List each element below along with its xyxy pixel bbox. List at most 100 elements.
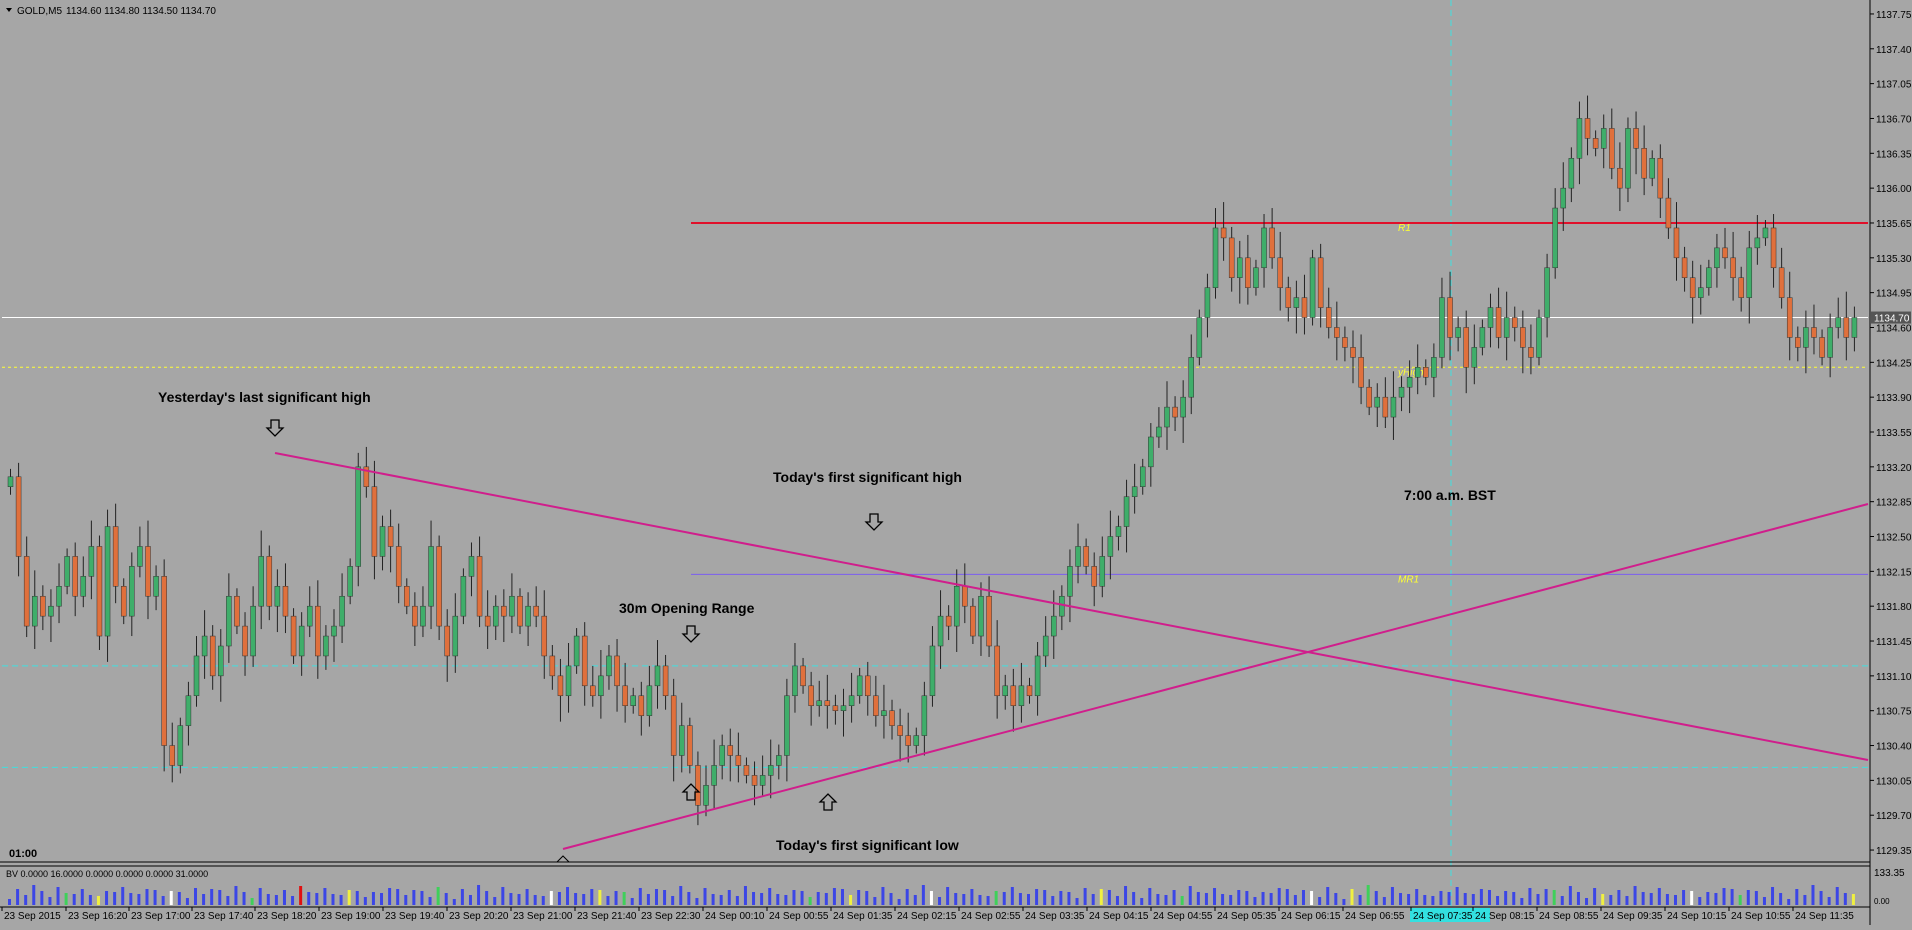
candle [145, 520, 151, 620]
volume-bar [1657, 888, 1661, 905]
candle [32, 570, 38, 649]
candle-body [1261, 227, 1267, 269]
x-tick-label: 24 Sep 10:15 [1667, 911, 1727, 922]
candle-body [759, 775, 766, 786]
candle-body [1609, 128, 1615, 169]
volume-bar [1423, 895, 1427, 905]
volume-bar [1827, 897, 1831, 905]
candle [412, 592, 418, 646]
candle-body [371, 486, 378, 557]
candle-body [1495, 307, 1502, 338]
candle-body [1067, 566, 1073, 597]
volume-bar [493, 897, 497, 905]
volume-bar [291, 896, 295, 905]
volume-bar [1746, 890, 1750, 905]
volume-bar [48, 897, 52, 905]
candle-body [638, 695, 645, 716]
candle-body [1350, 347, 1356, 358]
candle [282, 563, 289, 634]
candle [331, 609, 337, 662]
candle-body [315, 605, 321, 657]
volume-bar [315, 893, 319, 905]
volume-bar [1172, 890, 1176, 905]
y-tick-label: 1131.10 [1876, 672, 1912, 683]
candle-body [1156, 426, 1162, 438]
candle [905, 712, 911, 763]
candle-body [177, 725, 184, 766]
candle-body [654, 665, 661, 687]
candle [15, 462, 22, 577]
candle-body [953, 586, 960, 627]
candle-body [525, 605, 531, 627]
candle-body [881, 710, 887, 716]
up-arrow-icon [818, 793, 838, 811]
candle [622, 662, 628, 723]
volume-bar [533, 895, 537, 905]
candle [606, 645, 612, 690]
candle [1439, 277, 1445, 369]
volume-bar [1641, 892, 1645, 905]
volume-bar [606, 896, 610, 905]
volume-bar [646, 894, 650, 905]
candle-body [23, 556, 30, 627]
x-tick-label: 24 Sep 00:55 [769, 911, 829, 922]
volume-indicator-label: BV 0.0000 16.0000 0.0000 0.0000 0.0000 3… [6, 869, 208, 879]
x-tick-label: 23 Sep 2015 [4, 911, 61, 922]
volume-bar [711, 894, 715, 905]
candle [1220, 202, 1227, 261]
candle [937, 590, 944, 669]
candle-body [897, 725, 903, 736]
volume-bar [1213, 888, 1217, 905]
candle-body [80, 576, 87, 597]
volume-bar [1382, 897, 1386, 905]
candle [662, 654, 669, 710]
x-tick-label: 24 Sep 05:35 [1217, 911, 1277, 922]
candle [1714, 233, 1720, 288]
volume-bar [614, 891, 618, 905]
volume-bar [1083, 888, 1087, 905]
candle [1018, 662, 1025, 723]
volume-bar [557, 892, 561, 905]
candle [404, 578, 410, 615]
volume-bar [905, 889, 909, 905]
volume-bar [258, 888, 262, 905]
candle-body [1398, 386, 1405, 398]
x-tick-label: 23 Sep 17:00 [131, 911, 191, 922]
volume-bar [743, 886, 747, 905]
candle [468, 542, 475, 597]
ohlc-readout: 1134.60 1134.80 1134.50 1134.70 [66, 6, 216, 17]
candle-body [1851, 317, 1858, 338]
candle-body [929, 645, 936, 697]
candle [816, 680, 822, 717]
candle [48, 589, 54, 643]
candle-body [590, 685, 596, 697]
candle [492, 595, 499, 641]
volume-bar [121, 887, 125, 905]
candle-body [1503, 317, 1510, 338]
volume-bar [1132, 892, 1136, 905]
volume-bar [970, 889, 974, 905]
collapse-triangle-icon[interactable] [6, 8, 12, 12]
candle [614, 639, 620, 712]
candles [7, 95, 1858, 826]
candle-body [1625, 128, 1631, 189]
volume-bar [1010, 887, 1014, 905]
candle [1811, 304, 1817, 355]
volume-bar [1027, 894, 1031, 905]
candle [137, 526, 143, 578]
candle [1156, 407, 1162, 448]
candle-body [978, 595, 984, 637]
candle [250, 586, 256, 667]
candle-body [1091, 566, 1097, 587]
candle-body [32, 595, 38, 627]
candle-body [986, 595, 992, 647]
candle-body [1431, 357, 1437, 378]
volume-bar [808, 897, 812, 905]
y-tick-label: 1136.70 [1876, 114, 1912, 125]
candle-body [557, 675, 564, 697]
candle [1511, 306, 1518, 342]
volume-bar [1407, 894, 1411, 905]
candle [678, 702, 685, 773]
